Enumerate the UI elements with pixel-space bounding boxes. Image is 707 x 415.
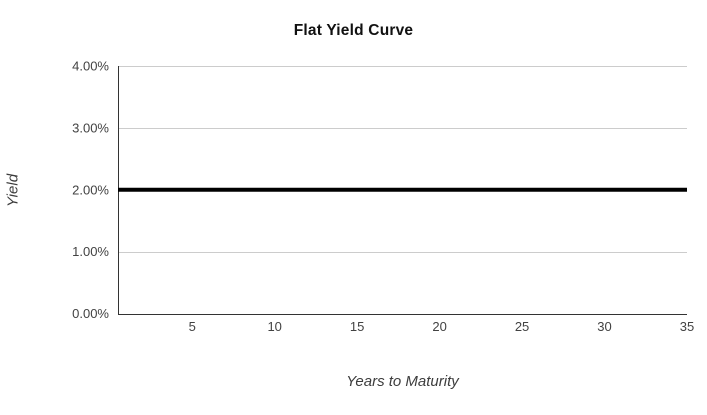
x-tick-label: 15: [350, 319, 364, 334]
x-tick-label: 30: [597, 319, 611, 334]
y-tick-label: 1.00%: [72, 244, 109, 259]
x-tick-label: 35: [680, 319, 694, 334]
y-tick-label: 4.00%: [72, 59, 109, 74]
chart-title: Flat Yield Curve: [293, 22, 414, 39]
x-tick-label: 10: [267, 319, 281, 334]
y-tick-label: 2.00%: [72, 182, 109, 197]
x-tick-label: 25: [515, 319, 529, 334]
y-tick-label: 3.00%: [72, 120, 109, 135]
x-tick-label: 20: [432, 319, 446, 334]
x-tick-label: 5: [189, 319, 196, 334]
x-axis-title: Years to Maturity: [346, 373, 459, 390]
y-tick-label: 0.00%: [72, 306, 109, 321]
